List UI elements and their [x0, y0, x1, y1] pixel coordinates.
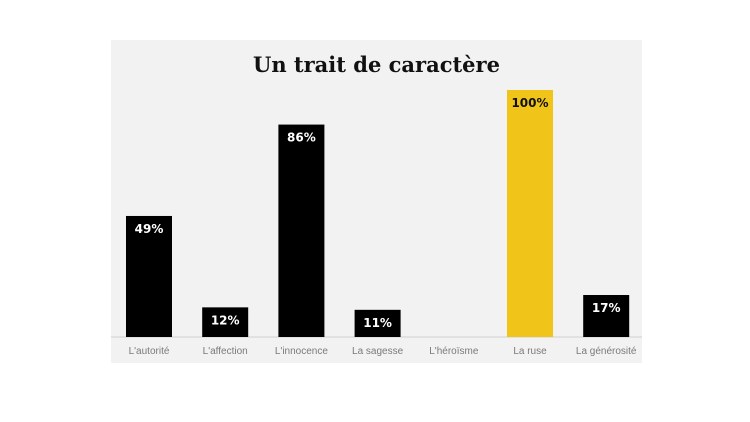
category-tick-label: L'innocence — [275, 346, 329, 357]
category-tick-label: La ruse — [513, 346, 547, 357]
category-tick-label: L'affection — [203, 346, 248, 357]
bar-value-label: 49% — [135, 222, 164, 236]
bar — [583, 295, 630, 337]
bar — [507, 90, 553, 337]
category-tick-label: La générosité — [576, 346, 637, 357]
bar-value-label: 12% — [211, 313, 240, 327]
bar — [202, 307, 249, 337]
bar — [126, 215, 172, 337]
bar — [354, 309, 401, 337]
bar-value-label: 17% — [592, 301, 621, 315]
category-tick-label: L'autorité — [129, 346, 170, 357]
category-tick-label: L'héroïsme — [429, 346, 479, 357]
chart-panel — [111, 40, 642, 363]
chart-title: Un trait de caractère — [253, 52, 500, 77]
bar — [278, 124, 325, 337]
bar-value-label: 11% — [363, 316, 392, 330]
category-tick-label: La sagesse — [352, 346, 404, 357]
bar-value-label: 86% — [287, 131, 316, 145]
bar-value-label: 100% — [511, 96, 548, 110]
